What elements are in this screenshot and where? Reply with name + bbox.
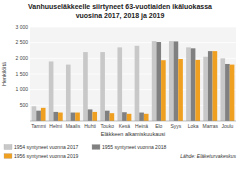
y-axis-label: Henkilöitä: [1, 61, 7, 86]
bar: [203, 57, 208, 121]
y-tick-label: 3 000: [15, 24, 28, 30]
title: Vanhuuseläkkeelle siirtyneet 63-vuotiaid…: [28, 3, 212, 11]
x-tick-label: Kesä: [119, 123, 131, 129]
bar: [174, 41, 179, 121]
x-tick-label: Helmi: [49, 123, 62, 129]
bar: [156, 42, 161, 121]
x-tick-label: Elo: [155, 123, 162, 129]
bar: [127, 114, 132, 121]
x-axis-label: Eläkkeen alkamiskuukausi: [101, 131, 166, 137]
x-tick-label: Heinä: [135, 123, 148, 129]
bar: [213, 51, 218, 121]
chart: Vanhuuseläkkeelle siirtyneet 63-vuotiaid…: [0, 0, 240, 175]
x-tick-label: Touko: [101, 123, 115, 129]
y-tick-label: 2 500: [15, 39, 28, 45]
y-tick-label: 1 000: [15, 86, 28, 92]
bar: [92, 112, 97, 121]
x-tick-label: Huhti: [84, 123, 96, 129]
bar: [208, 51, 213, 121]
title: vuosina 2017, 2018 ja 2019: [76, 12, 165, 20]
bar: [100, 52, 105, 121]
x-tick-label: Joulu: [221, 123, 233, 129]
bar: [169, 41, 174, 121]
bar: [122, 112, 127, 121]
bar: [186, 47, 191, 121]
bar: [49, 61, 54, 121]
bar: [191, 48, 196, 121]
legend-swatch: [92, 145, 100, 150]
x-tick-label: Marras: [202, 123, 218, 129]
x-tick-label: Tammi: [31, 123, 46, 129]
legend-swatch: [4, 145, 12, 150]
bar: [152, 41, 157, 121]
grid-line: [30, 42, 236, 43]
y-tick-label: 1 500: [15, 71, 28, 77]
bar: [161, 60, 166, 121]
bar: [110, 113, 115, 121]
bar: [32, 106, 37, 121]
x-tick-label: Maalis: [66, 123, 81, 129]
bar: [36, 111, 41, 121]
x-tick-label: Loka: [188, 123, 199, 129]
x-tick-label: Syys: [170, 123, 181, 129]
bar: [75, 113, 80, 121]
bar: [178, 59, 183, 121]
bar: [139, 113, 144, 121]
bar: [220, 58, 225, 121]
legend-swatch: [4, 154, 12, 159]
bar: [53, 112, 58, 121]
bar: [88, 109, 93, 121]
bar: [41, 108, 46, 121]
source: Lähde: Eläketurvakeskus: [180, 153, 236, 159]
bar: [105, 111, 110, 121]
legend-label: 1954 syntyneet vuonna 2017: [14, 144, 78, 150]
bar: [66, 65, 71, 121]
bar: [71, 113, 76, 121]
bars: [32, 41, 235, 121]
legend: 1954 syntyneet vuonna 2017 1955 syntyneet…: [4, 144, 166, 159]
x-axis-line: [30, 121, 236, 122]
bar: [58, 113, 63, 121]
y-tick-label: 2 000: [15, 55, 28, 61]
legend-label: 1955 syntyneet vuonna 2018: [102, 144, 166, 150]
bar: [230, 65, 235, 121]
legend-label: 1956 syntyneet vuonna 2019: [14, 153, 78, 159]
plot-background: [30, 27, 236, 121]
bar: [135, 46, 140, 121]
bar: [83, 52, 88, 121]
y-tick-label: 500: [20, 102, 29, 108]
bar: [225, 64, 230, 121]
grid-line: [30, 27, 236, 28]
bar: [195, 60, 200, 121]
bar: [117, 47, 122, 121]
bar: [144, 114, 149, 121]
